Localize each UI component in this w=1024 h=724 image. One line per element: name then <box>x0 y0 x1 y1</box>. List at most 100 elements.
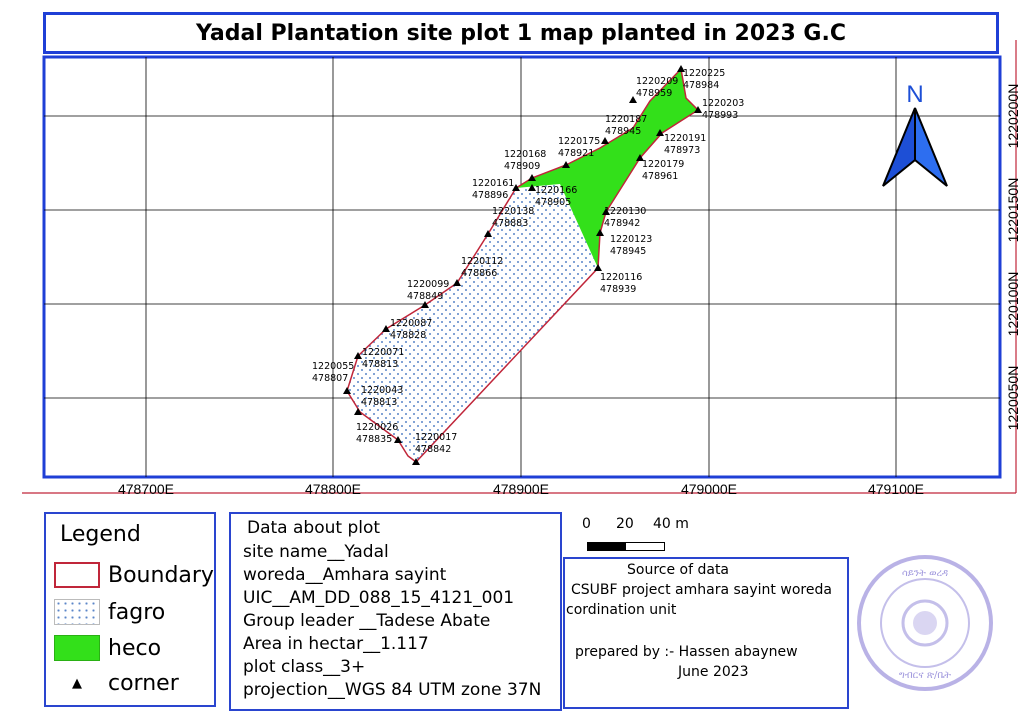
corner-label-easting: 1220026 <box>356 422 398 433</box>
corner-label-easting: 1220179 <box>642 159 684 170</box>
corner-label-northing: 478984 <box>683 80 719 91</box>
scale-bar-segment-2 <box>625 542 665 551</box>
heco-area <box>516 69 698 268</box>
dotted-swatch <box>54 599 100 625</box>
corner-label-northing: 478807 <box>312 373 348 384</box>
legend-label-corner: corner <box>108 671 179 696</box>
plot-info-heading: Data about plot <box>247 518 381 538</box>
legend-item-corner: ▲ corner <box>54 671 179 696</box>
corner-label-easting: 1220166 <box>535 185 577 196</box>
corner-label-easting: 1220017 <box>415 432 457 443</box>
legend-title: Legend <box>60 522 141 547</box>
y-axis-label: 1220050N <box>1005 366 1021 431</box>
corner-label-easting: 1220168 <box>504 149 546 160</box>
corner-label-northing: 478866 <box>461 268 497 279</box>
corner-label-easting: 1220191 <box>664 133 706 144</box>
prepared-date: June 2023 <box>678 664 749 680</box>
corner-marker-icon <box>528 184 536 191</box>
corner-markers <box>343 65 702 465</box>
corner-marker-icon <box>453 279 461 286</box>
corner-marker-icon <box>602 208 610 215</box>
corner-label-northing: 478842 <box>415 444 451 455</box>
corner-label-easting: 1220161 <box>472 178 514 189</box>
north-label: N <box>906 81 923 108</box>
corner-marker-icon <box>694 106 702 113</box>
legend-label-fagro: fagro <box>108 599 166 625</box>
corner-label-northing: 478813 <box>362 359 398 370</box>
corner-label-northing: 478905 <box>535 197 571 208</box>
corner-label-easting: 1220087 <box>390 318 432 329</box>
y-axis-label: 1220200N <box>1005 84 1021 149</box>
svg-text:ግብርና ጽ/ቤት: ግብርና ጽ/ቤት <box>899 670 951 681</box>
corner-label-northing: 478896 <box>472 190 508 201</box>
corner-label-easting: 1220116 <box>600 272 642 283</box>
x-axis-label: 478800E <box>305 481 361 497</box>
scale-label-40: 40 m <box>653 516 689 532</box>
legend-item-fagro: fagro <box>54 599 165 625</box>
corner-marker-icon <box>512 184 520 191</box>
corner-label-northing: 478849 <box>407 291 443 302</box>
scale-bar-segment-1 <box>587 542 627 551</box>
svg-text:ሳይንት ወረዳ: ሳይንት ወረዳ <box>902 568 948 579</box>
corner-marker-icon <box>394 436 402 443</box>
corner-label-easting: 1220071 <box>362 347 404 358</box>
corner-label-easting: 1220187 <box>605 114 647 125</box>
corner-marker-icon <box>354 352 362 359</box>
y-axis-label: 1220100N <box>1005 272 1021 337</box>
y-axis-label: 1220150N <box>1005 178 1021 243</box>
north-arrow-icon: N <box>882 81 948 187</box>
corner-label-northing: 478921 <box>558 148 594 159</box>
source-heading: Source of data <box>627 562 730 578</box>
legend-label-boundary: Boundary <box>108 562 214 588</box>
corner-label-easting: 1220123 <box>610 234 652 245</box>
plot-info-box: Data about plot site name__Yadal woreda_… <box>229 512 562 711</box>
plot-info-line: site name__Yadal <box>243 542 389 562</box>
plot-info-line: plot class__3+ <box>243 657 366 677</box>
legend-item-boundary: Boundary <box>54 562 214 588</box>
corner-label-easting: 1220138 <box>492 206 534 217</box>
corner-marker-icon <box>629 96 637 103</box>
corner-marker-icon <box>484 230 492 237</box>
map-title: Yadal Plantation site plot 1 map planted… <box>43 12 999 54</box>
corner-marker-icon <box>421 301 429 308</box>
scale-label-0: 0 <box>582 516 591 532</box>
corner-label-easting: 1220112 <box>461 256 503 267</box>
scale-bar: 0 20 40 m <box>580 516 690 556</box>
corner-label-northing: 478945 <box>610 246 646 257</box>
x-axis-label: 478900E <box>493 481 549 497</box>
green-swatch <box>54 635 100 661</box>
corner-marker-icon <box>656 129 664 136</box>
corner-label-easting: 1220225 <box>683 68 725 79</box>
corner-label-easting: 1220175 <box>558 136 600 147</box>
corner-label-northing: 478942 <box>604 218 640 229</box>
corner-label-northing: 478993 <box>702 110 738 121</box>
corner-label-easting: 1220209 <box>636 76 678 87</box>
scale-label-20: 20 <box>616 516 634 532</box>
x-axis-label: 478700E <box>118 481 174 497</box>
corner-label-northing: 478883 <box>492 218 528 229</box>
corner-marker-icon <box>594 264 602 271</box>
corner-marker-icon <box>343 387 351 394</box>
plot-info-line: Area in hectar__1.117 <box>243 634 429 654</box>
corner-marker-icon <box>382 325 390 332</box>
legend-item-heco: heco <box>54 635 161 661</box>
corner-marker-icon <box>528 174 536 181</box>
corner-label-northing: 478909 <box>504 161 540 172</box>
corner-label-northing: 478973 <box>664 145 700 156</box>
prepared-by: prepared by :- Hassen abaynew <box>575 644 798 660</box>
source-line-2: cordination unit <box>566 602 677 618</box>
y-axis-labels: 1220200N 1220150N 1220100N 1220050N <box>1005 84 1021 431</box>
corner-label-northing: 478945 <box>605 126 641 137</box>
corner-marker-icon <box>636 154 644 161</box>
plot-info-line: projection__WGS 84 UTM zone 37N <box>243 680 542 700</box>
corner-marker-icon <box>677 65 685 72</box>
x-axis-labels: 478700E 478800E 478900E 479000E 479100E <box>118 481 924 497</box>
boundary-swatch <box>54 562 100 588</box>
corner-label-northing: 478939 <box>600 284 636 295</box>
plot-info-lines: site name__Yadal woreda__Amhara sayint U… <box>243 541 541 702</box>
corner-marker-icon <box>412 458 420 465</box>
corner-label-easting: 1220203 <box>702 98 744 109</box>
corner-label-northing: 478959 <box>636 88 672 99</box>
